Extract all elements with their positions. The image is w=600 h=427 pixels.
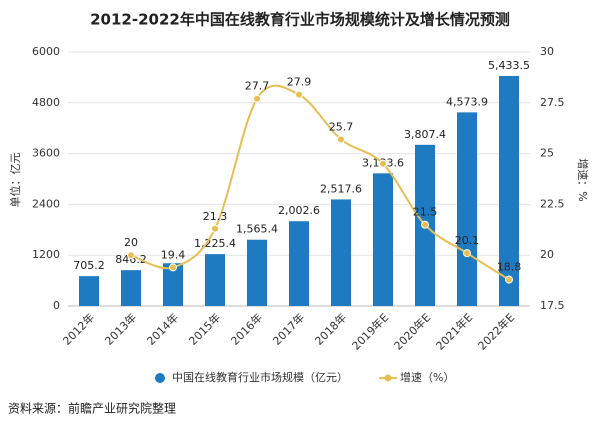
line-point — [463, 249, 471, 258]
line-value-label: 27.7 — [245, 80, 270, 93]
line-point — [421, 220, 429, 229]
x-tick-label: 2014年 — [144, 310, 181, 347]
y-tick-label: 2400 — [32, 197, 60, 210]
x-tick-label: 2020年E — [391, 310, 433, 352]
line-point — [211, 224, 219, 233]
x-tick-label: 2018年 — [312, 310, 349, 347]
line-point — [295, 90, 303, 99]
bar — [457, 112, 477, 306]
y2-tick-label: 17.5 — [540, 299, 565, 312]
x-tick-label: 2015年 — [186, 310, 223, 347]
bar-value-label: 705.2 — [73, 259, 105, 272]
bar-value-label: 5,433.5 — [488, 59, 530, 72]
y2-tick-label: 27.5 — [540, 96, 565, 109]
y2-tick-label: 20 — [540, 248, 554, 261]
source-note: 资料来源：前瞻产业研究院整理 — [8, 401, 176, 416]
x-tick-label: 2022年E — [475, 310, 517, 352]
line-value-label: 25.7 — [329, 120, 354, 133]
bar-value-label: 4,573.9 — [446, 95, 488, 108]
line-value-label: 20.1 — [455, 234, 480, 247]
line-point — [505, 275, 513, 284]
bar — [163, 263, 183, 306]
bar — [247, 239, 267, 306]
x-tick-label: 2013年 — [102, 310, 139, 347]
y-axis-label: 单位：亿元 — [8, 153, 22, 208]
bar-value-label: 846.2 — [115, 253, 147, 266]
bar-value-label: 1,225.4 — [194, 237, 236, 250]
x-tick-label: 2016年 — [228, 310, 265, 347]
line-point — [337, 135, 345, 144]
x-tick-label: 2017年 — [270, 310, 307, 347]
y-tick-label: 6000 — [32, 45, 60, 58]
bar-value-label: 1,565.4 — [236, 223, 278, 236]
bar — [121, 270, 141, 306]
y-tick-label: 1200 — [32, 248, 60, 261]
line-point — [169, 263, 177, 272]
y2-tick-label: 22.5 — [540, 197, 565, 210]
bar — [289, 221, 309, 306]
line-point — [253, 94, 261, 103]
bar-value-label: 3,807.4 — [404, 128, 446, 141]
growth-line — [130, 84, 510, 281]
line-value-label: 21.3 — [203, 210, 228, 223]
bar-value-label: 2,517.6 — [320, 182, 362, 195]
y-tick-label: 0 — [53, 299, 60, 312]
x-tick-label: 2019年E — [349, 310, 391, 352]
bar — [373, 173, 393, 306]
x-tick-label: 2012年 — [60, 310, 97, 347]
legend-swatch — [155, 373, 165, 383]
y-tick-label: 3600 — [32, 147, 60, 160]
line-point — [127, 251, 135, 260]
chart-title: 2012-2022年中国在线教育行业市场规模统计及增长情况预测 — [90, 11, 510, 29]
legend-label: 中国在线教育行业市场规模（亿元） — [172, 370, 348, 384]
line-value-label: 27.9 — [287, 76, 312, 89]
legend-swatch — [384, 374, 392, 382]
bar-value-label: 2,002.6 — [278, 204, 320, 217]
y2-axis-label: 增速：% — [576, 158, 590, 201]
line-value-label: 18.8 — [497, 261, 522, 274]
y2-tick-label: 30 — [540, 45, 554, 58]
bar — [205, 254, 225, 306]
line-value-label: 21.5 — [413, 206, 438, 219]
line-value-label: 20 — [124, 236, 138, 249]
y-tick-label: 4800 — [32, 96, 60, 109]
line-value-label: 19.4 — [161, 248, 186, 261]
bar — [331, 199, 351, 306]
x-tick-label: 2021年E — [433, 310, 475, 352]
line-point — [379, 159, 387, 168]
y2-tick-label: 25 — [540, 147, 554, 160]
bar — [79, 276, 99, 306]
bar — [499, 75, 519, 306]
legend-label: 增速（%） — [400, 370, 454, 384]
